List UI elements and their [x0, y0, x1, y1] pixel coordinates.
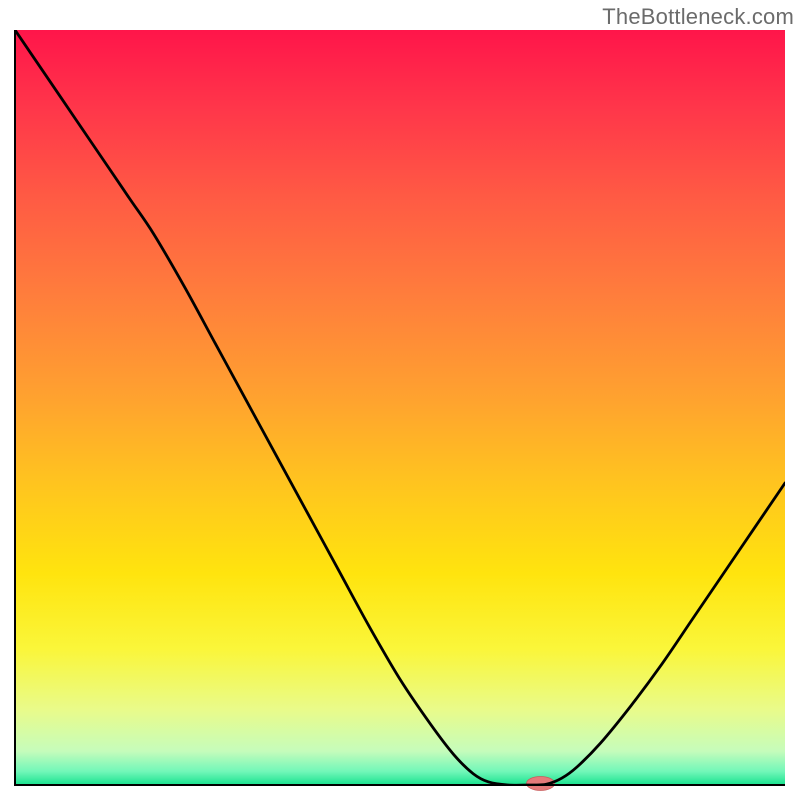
- chart-container: TheBottleneck.com: [0, 0, 800, 800]
- bottleneck-chart: [0, 0, 800, 800]
- watermark-text: TheBottleneck.com: [602, 4, 794, 30]
- plot-background: [15, 30, 785, 785]
